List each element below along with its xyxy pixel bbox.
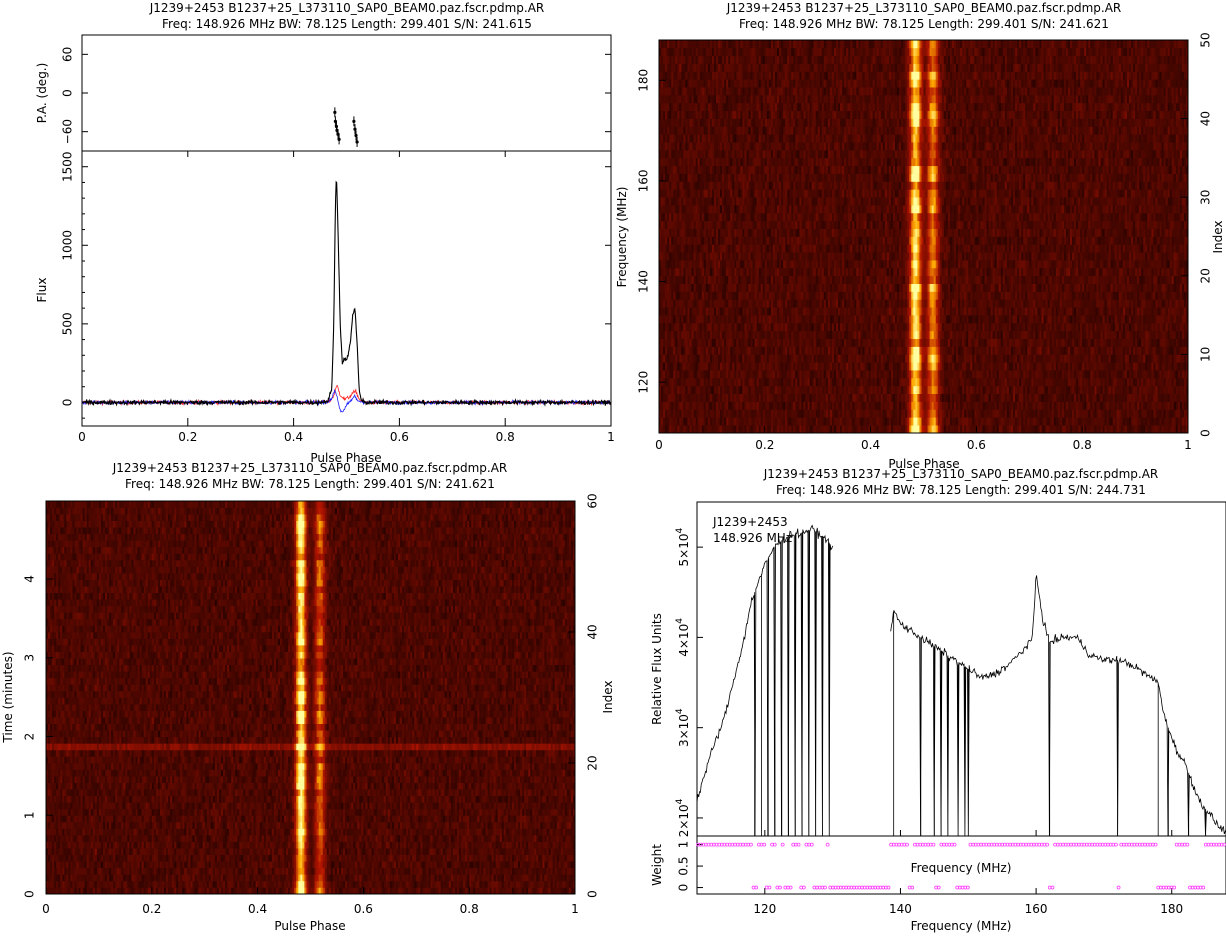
profile-xtick-label: 0.6	[390, 430, 409, 444]
flux-ytick-label: 1000	[61, 230, 75, 261]
flux-ytick-label: 1500	[61, 151, 75, 182]
flux-series-lines	[82, 182, 611, 412]
profile-xtick-label: 0.4	[284, 430, 303, 444]
flux-series-I	[82, 182, 611, 406]
profile-panel: J1239+2453 B1237+25_L373110_SAP0_BEAM0.p…	[35, 1, 615, 465]
profile-title-line1: J1239+2453 B1237+25_L373110_SAP0_BEAM0.p…	[149, 1, 545, 15]
pa-point	[355, 140, 358, 143]
pa-ytick-label: 60	[61, 47, 75, 62]
pa-axes-frame	[82, 35, 611, 151]
profile-xtick-label: 0	[78, 430, 86, 444]
pa-point	[333, 111, 336, 114]
pa-point	[337, 138, 340, 141]
pa-ylabel: P.A. (deg.)	[35, 63, 49, 124]
pa-point	[353, 127, 356, 130]
freq-phase-panel: J1239+2453 B1237+25_L373110_SAP0_BEAM0.p…	[615, 1, 1225, 471]
flux-ytick-label: 500	[61, 312, 75, 335]
pa-ytick-label: −60	[61, 119, 75, 144]
pa-points	[333, 107, 358, 147]
freq-phase-heatmap	[659, 40, 1188, 433]
flux-ylabel: Flux	[35, 278, 49, 303]
pa-point	[335, 125, 338, 128]
pa-point	[354, 134, 357, 137]
freq-phase-title-line2: Freq: 148.926 MHz BW: 78.125 Length: 299…	[739, 17, 1109, 31]
profile-xtick-label: 0.2	[178, 430, 197, 444]
pa-point	[352, 120, 355, 123]
flux-axes-frame	[82, 151, 611, 426]
profile-xtick-label: 1	[607, 430, 615, 444]
pa-ytick-label: 0	[61, 89, 75, 97]
freq-phase-title-line1: J1239+2453 B1237+25_L373110_SAP0_BEAM0.p…	[726, 1, 1122, 15]
profile-xtick-label: 0.8	[496, 430, 515, 444]
profile-xticks: 0 0.2 0.4 0.6 0.8 1	[78, 151, 615, 444]
flux-ytick-label: 0	[61, 399, 75, 407]
profile-title-line2: Freq: 148.926 MHz BW: 78.125 Length: 299…	[162, 17, 532, 31]
